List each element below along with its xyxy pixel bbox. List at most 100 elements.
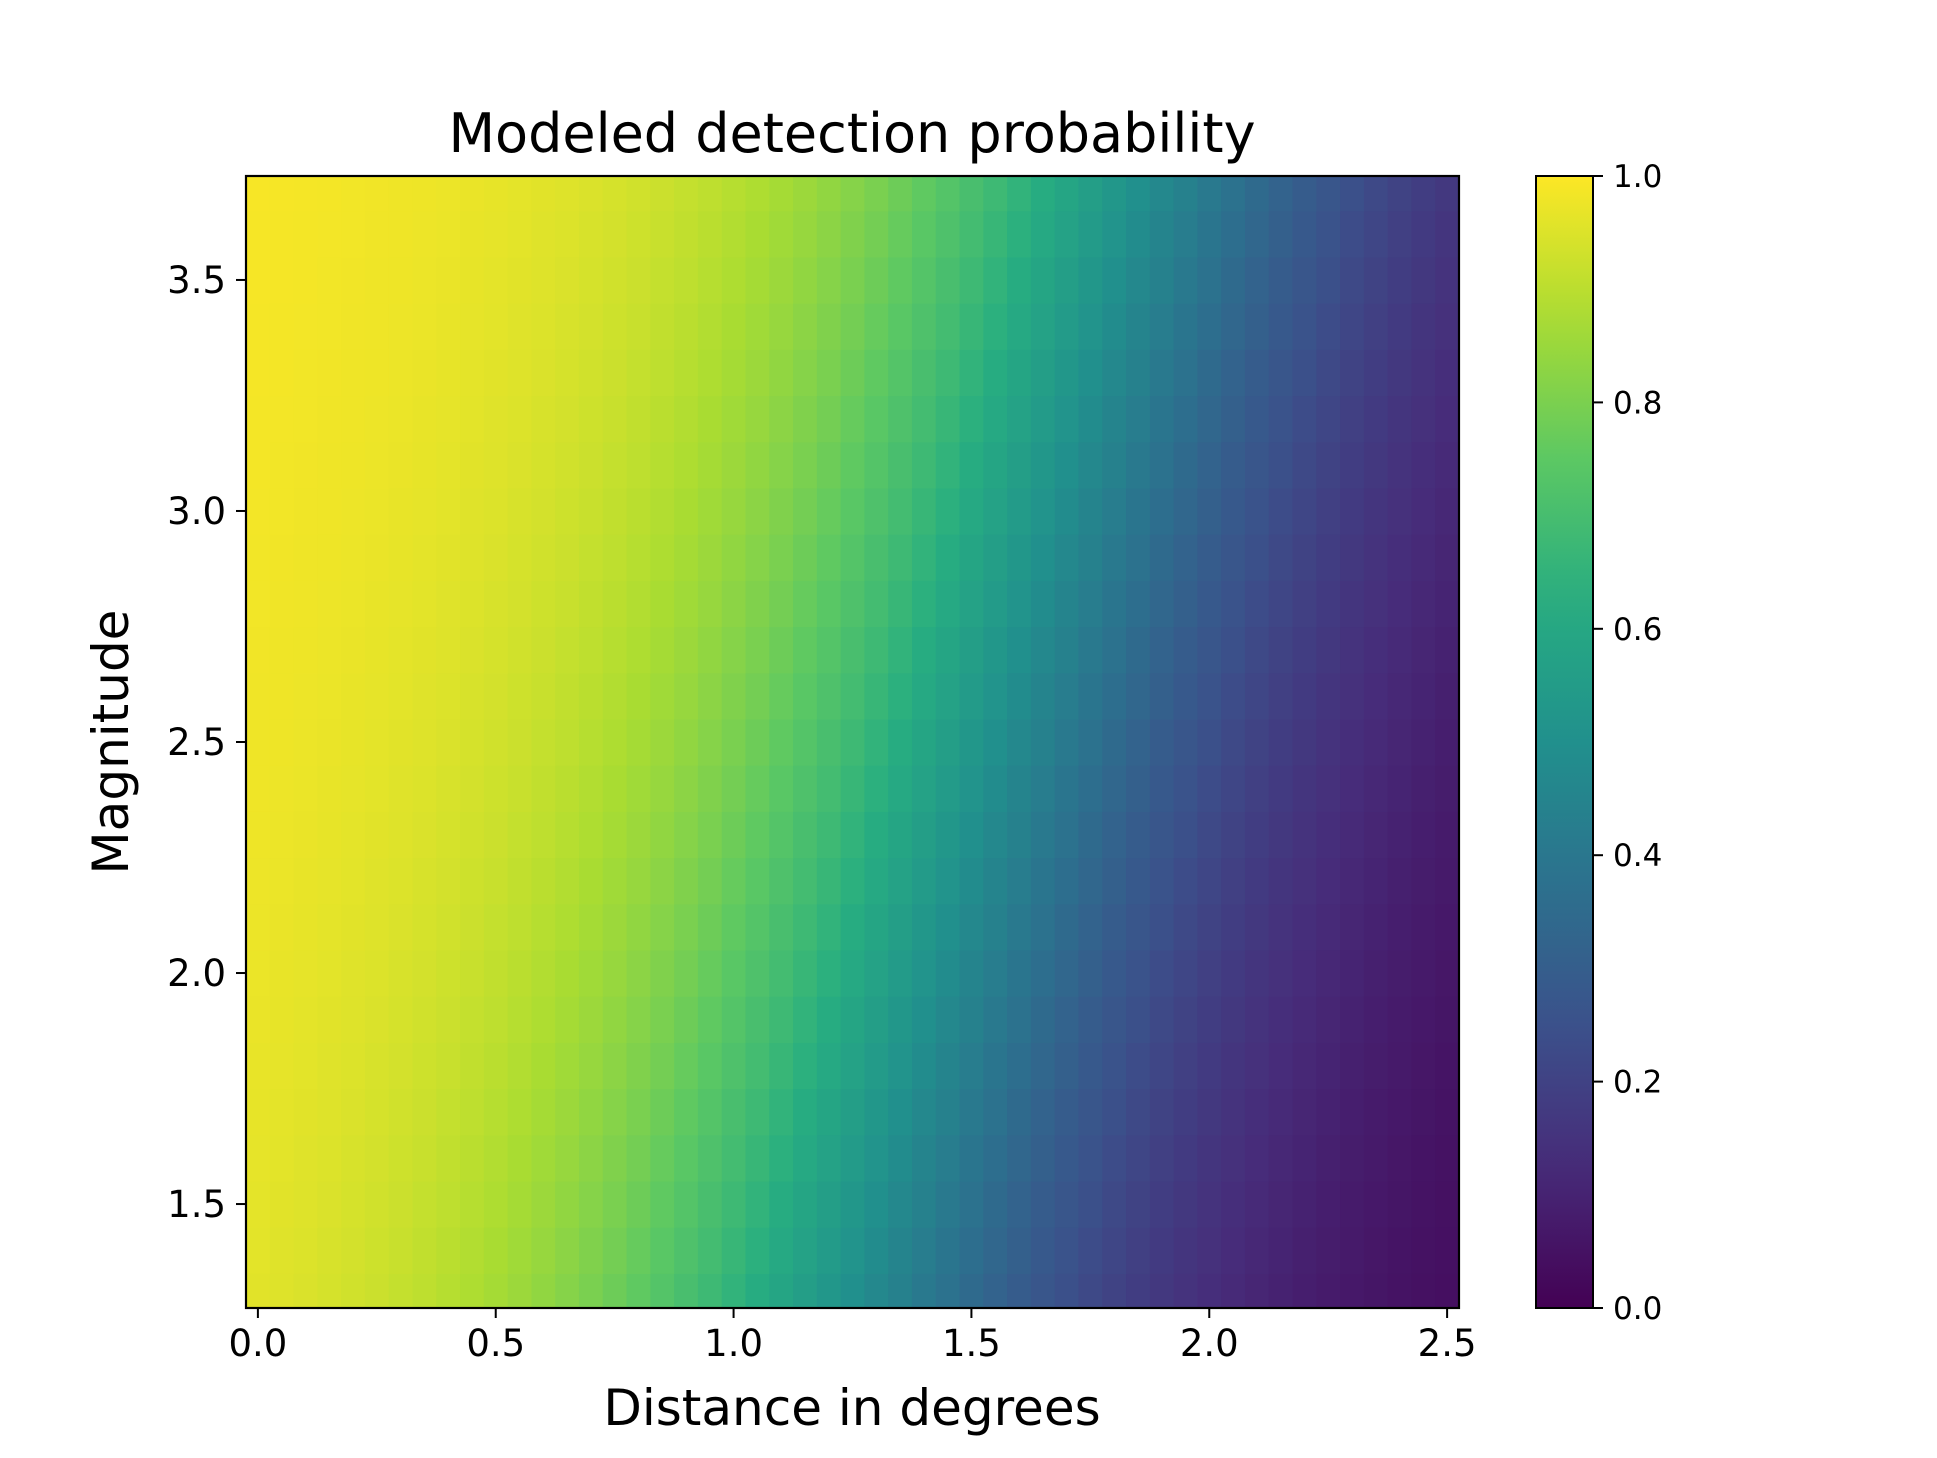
heatmap-cell: [864, 903, 889, 951]
heatmap-cell: [269, 672, 295, 720]
heatmap-cell: [317, 349, 342, 397]
heatmap-cell: [697, 857, 723, 905]
heatmap-cell: [1292, 765, 1317, 812]
heatmap-cell: [793, 1134, 818, 1182]
heatmap-cell: [269, 811, 295, 859]
heatmap-cell: [341, 626, 366, 674]
heatmap-cell: [531, 349, 556, 397]
heatmap-cell: [341, 857, 366, 905]
heatmap-cell: [388, 996, 414, 1043]
heatmap-cell: [1149, 672, 1175, 720]
heatmap-cell: [1149, 349, 1175, 397]
heatmap-cell: [1054, 857, 1080, 905]
heatmap-cell: [1126, 1180, 1151, 1228]
heatmap-cell: [1007, 349, 1032, 397]
heatmap-cell: [1078, 996, 1103, 1043]
heatmap-cell: [1197, 210, 1222, 258]
heatmap-cell: [1340, 1227, 1365, 1274]
heatmap-cell: [1292, 626, 1317, 674]
heatmap-cell: [911, 1273, 937, 1309]
heatmap-cell: [388, 672, 414, 720]
heatmap-cell: [1126, 811, 1151, 859]
heatmap-cell: [341, 1273, 366, 1309]
heatmap-cell: [840, 1180, 865, 1228]
heatmap-cell: [935, 672, 961, 720]
heatmap-cell: [911, 1088, 937, 1136]
heatmap-cell: [769, 303, 794, 350]
heatmap-cell: [293, 811, 318, 859]
heatmap-cell: [1316, 949, 1341, 997]
heatmap-cell: [246, 487, 271, 535]
heatmap-cell: [793, 1273, 818, 1309]
heatmap-cell: [888, 487, 913, 535]
heatmap-cell: [626, 1180, 651, 1228]
heatmap-cell: [531, 949, 556, 997]
heatmap-cell: [816, 303, 842, 350]
heatmap-cell: [1268, 949, 1294, 997]
heatmap-cell: [1173, 395, 1198, 443]
heatmap-cell: [721, 487, 747, 535]
heatmap-cell: [840, 718, 865, 766]
heatmap-cell: [602, 176, 628, 212]
heatmap-cell: [1411, 996, 1436, 1043]
heatmap-cell: [626, 1227, 651, 1274]
heatmap-cell: [317, 1042, 342, 1090]
heatmap-cell: [1197, 857, 1222, 905]
heatmap-cell: [864, 996, 889, 1043]
heatmap-cell: [269, 395, 295, 443]
heatmap-cell: [341, 996, 366, 1043]
heatmap-cell: [1054, 256, 1080, 304]
heatmap-cell: [507, 441, 533, 489]
heatmap-cell: [769, 487, 794, 535]
heatmap-cell: [1435, 996, 1460, 1043]
heatmap-cell: [269, 949, 295, 997]
heatmap-cell: [364, 996, 390, 1043]
heatmap-cell: [888, 857, 913, 905]
heatmap-cell: [674, 210, 699, 258]
heatmap-cell: [1316, 903, 1341, 951]
heatmap-cell: [436, 1088, 461, 1136]
heatmap-cell: [1244, 1134, 1270, 1182]
heatmap-cell: [507, 1134, 533, 1182]
heatmap-cell: [531, 176, 556, 212]
heatmap-cell: [1316, 811, 1341, 859]
heatmap-cell: [864, 210, 889, 258]
heatmap-cell: [1173, 672, 1198, 720]
heatmap-cell: [531, 303, 556, 350]
heatmap-cell: [1268, 176, 1294, 212]
heatmap-cell: [864, 718, 889, 766]
heatmap-cell: [1173, 441, 1198, 489]
heatmap-cell: [935, 210, 961, 258]
heatmap-cell: [1126, 256, 1151, 304]
heatmap-cell: [412, 718, 437, 766]
heatmap-cell: [1387, 672, 1413, 720]
heatmap-cell: [674, 718, 699, 766]
heatmap-cell: [1030, 996, 1056, 1043]
heatmap-cell: [840, 903, 865, 951]
heatmap-cell: [412, 487, 437, 535]
heatmap-cell: [697, 176, 723, 212]
heatmap-cell: [602, 349, 628, 397]
heatmap-cell: [1078, 1273, 1103, 1309]
heatmap-cell: [460, 303, 485, 350]
heatmap-cell: [483, 996, 509, 1043]
heatmap-cell: [1221, 303, 1246, 350]
heatmap-cell: [269, 303, 295, 350]
heatmap-cell: [816, 672, 842, 720]
heatmap-cell: [1316, 857, 1341, 905]
colorbar-tick-label: 0.2: [1613, 1065, 1662, 1101]
heatmap-cell: [793, 303, 818, 350]
heatmap-cell: [674, 441, 699, 489]
heatmap-cell: [816, 996, 842, 1043]
heatmap-cell: [317, 765, 342, 812]
heatmap-cell: [531, 441, 556, 489]
heatmap-cell: [1268, 1134, 1294, 1182]
heatmap-cell: [1149, 210, 1175, 258]
heatmap-cell: [1268, 718, 1294, 766]
heatmap-cell: [888, 395, 913, 443]
heatmap-cell: [1363, 303, 1389, 350]
heatmap-cell: [1435, 256, 1460, 304]
heatmap-cell: [911, 441, 937, 489]
heatmap-cell: [578, 765, 604, 812]
heatmap-cell: [1030, 949, 1056, 997]
